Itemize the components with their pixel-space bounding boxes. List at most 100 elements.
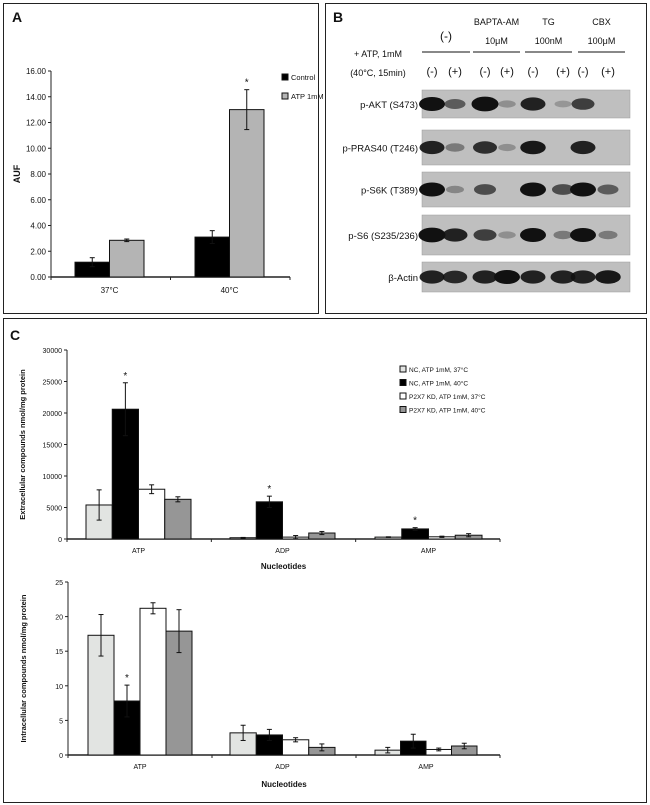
x-tick-label: ADP <box>275 548 290 555</box>
blot-band <box>520 97 546 111</box>
blot-band <box>520 228 546 242</box>
y-tick-label: 8.00 <box>30 170 46 179</box>
legend-entry: P2X7 KD, ATP 1mM, 37°C <box>409 393 486 401</box>
x-axis-label: Nucleotides <box>261 562 307 571</box>
blot-band <box>520 270 546 284</box>
blot-band <box>419 182 445 197</box>
blot-band <box>570 140 596 155</box>
legend-entry: ATP 1mM <box>291 92 324 101</box>
blot-band <box>444 99 466 109</box>
y-tick-label: 20 <box>55 615 63 622</box>
significance-marker: * <box>267 484 271 495</box>
y-tick-label: 5000 <box>46 506 62 513</box>
blot-band <box>471 96 499 112</box>
panel-c-label: C <box>10 327 20 343</box>
group-label: (-) <box>440 29 452 43</box>
blot-band <box>419 270 445 284</box>
x-tick-label: ADP <box>275 764 290 771</box>
treatment-label: + ATP, 1mM <box>354 49 402 59</box>
group-label: CBX <box>592 17 611 27</box>
blot-band <box>597 184 619 195</box>
blot-band <box>570 182 596 197</box>
y-tick-label: 25 <box>55 580 63 587</box>
group-label: 100μM <box>588 36 616 46</box>
y-tick-label: 16.00 <box>26 67 47 76</box>
blot-row-label: p-PRAS40 (T246) <box>342 144 418 155</box>
y-tick-label: 10 <box>55 684 63 691</box>
lane-label: (+) <box>601 66 615 78</box>
legend-entry: NC, ATP 1mM, 37°C <box>409 366 468 374</box>
x-tick-label: AMP <box>421 548 437 555</box>
significance-marker: * <box>125 673 129 684</box>
x-tick-label: ATP <box>132 548 145 555</box>
group-label: 10μM <box>485 36 508 46</box>
significance-marker: * <box>245 78 249 89</box>
y-tick-label: 25000 <box>43 380 63 387</box>
blot-band <box>498 231 516 239</box>
blot-band <box>550 270 576 284</box>
blot-band <box>418 227 446 243</box>
blot-band <box>595 270 621 284</box>
panel-b-frame <box>325 3 647 314</box>
bar <box>138 488 166 540</box>
blot-band <box>445 143 465 152</box>
blot-band <box>473 141 497 154</box>
blot-band <box>419 97 445 111</box>
group-label: BAPTA-AM <box>474 17 519 27</box>
blot-band <box>494 270 520 284</box>
blot-band <box>552 184 574 195</box>
blot-band <box>598 230 618 240</box>
y-tick-label: 14.00 <box>26 93 47 102</box>
y-tick-label: 0 <box>58 537 62 544</box>
y-axis-label: AUF <box>12 164 22 183</box>
treatment-label: (40°C, 15min) <box>350 68 406 78</box>
group-label: 100nM <box>535 36 563 46</box>
blot-band <box>553 230 573 240</box>
blot-band <box>498 100 516 108</box>
blot-band <box>473 229 497 241</box>
y-tick-label: 0 <box>59 753 63 760</box>
panel-a-label: A <box>12 9 22 25</box>
panel-a-frame <box>3 3 319 314</box>
panel-c-frame <box>3 318 647 803</box>
lane-label: (-) <box>578 66 589 78</box>
blot-band <box>474 184 496 195</box>
blot-row-label: β-Actin <box>388 273 418 284</box>
x-tick-label: ATP <box>133 764 146 771</box>
blot-band <box>498 143 516 152</box>
legend-entry: NC, ATP 1mM, 40°C <box>409 380 468 388</box>
blot-band <box>554 100 572 108</box>
lane-label: (+) <box>448 66 462 78</box>
x-axis-label: Nucleotides <box>261 780 307 789</box>
bar <box>255 501 283 540</box>
x-tick-label: 37°C <box>101 286 119 295</box>
y-tick-label: 5 <box>59 718 63 725</box>
blot-band <box>520 182 546 197</box>
bar <box>139 607 167 756</box>
blot-band <box>570 228 596 242</box>
bar <box>229 109 265 278</box>
y-axis-label: Intracellular compounds nmol/mg protein <box>19 594 28 742</box>
y-tick-label: 6.00 <box>30 196 46 205</box>
legend-entry: Control <box>291 73 316 82</box>
y-tick-label: 30000 <box>43 348 63 355</box>
y-tick-label: 15000 <box>43 443 63 450</box>
bar <box>164 498 192 540</box>
blot-band <box>570 270 596 284</box>
legend-entry: P2X7 KD, ATP 1mM, 40°C <box>409 407 486 415</box>
blot-band <box>446 185 464 194</box>
blot-band <box>571 98 595 110</box>
legend-swatch <box>281 73 289 81</box>
lane-label: (-) <box>528 66 539 78</box>
y-axis-label: Extracellular compounds nmol/mg protein <box>18 369 27 520</box>
blot-band <box>520 140 546 155</box>
blot-row-label: p-S6K (T389) <box>361 186 418 197</box>
significance-marker: * <box>413 516 417 527</box>
blot-band <box>419 140 445 155</box>
blot-band <box>442 228 468 242</box>
blot-band <box>472 270 498 284</box>
significance-marker: * <box>123 371 127 382</box>
legend-swatch <box>399 365 407 373</box>
